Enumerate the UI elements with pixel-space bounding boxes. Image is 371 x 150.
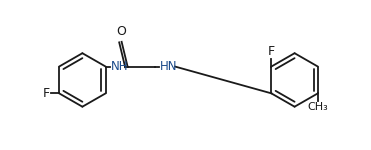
Text: HN: HN bbox=[160, 60, 177, 73]
Text: F: F bbox=[268, 45, 275, 58]
Text: O: O bbox=[117, 25, 127, 38]
Text: NH: NH bbox=[111, 60, 128, 73]
Text: F: F bbox=[43, 87, 50, 100]
Text: CH₃: CH₃ bbox=[308, 102, 328, 112]
